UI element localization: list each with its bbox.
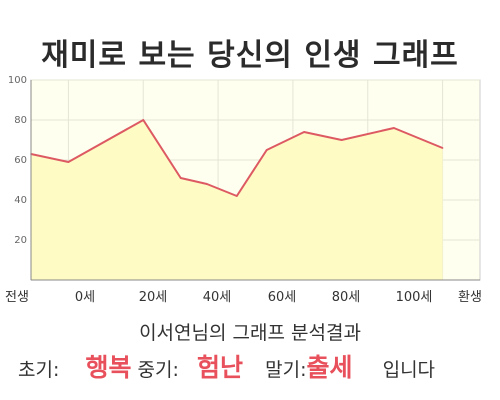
page-title: 재미로 보는 당신의 인생 그래프 — [41, 38, 459, 73]
x-tick-label: 0세 — [75, 290, 95, 305]
x-tick-label: 100세 — [396, 290, 433, 305]
chart-area — [30, 119, 444, 280]
x-tick-label: 40세 — [203, 290, 232, 305]
late-stage-value: 출세 — [306, 353, 353, 382]
y-tick-label: 100 — [8, 75, 27, 86]
analysis-subtitle: 이서연님의 그래프 분석결과 — [139, 322, 361, 344]
data-point — [393, 127, 395, 129]
x-tick-label: 80세 — [332, 290, 361, 305]
middle-stage-label: 중기: — [137, 359, 179, 381]
x-tick-label: 20세 — [139, 290, 168, 305]
x-tick-labels: 전생 0세 20세 40세 60세 80세 100세 환생 — [5, 290, 482, 305]
early-stage-value: 행복 — [85, 353, 132, 382]
y-tick-labels: 20 40 60 80 100 — [8, 75, 27, 246]
data-point — [142, 119, 145, 121]
early-stage-label: 초기: — [18, 359, 60, 381]
data-point — [441, 147, 444, 149]
x-tick-label: 전생 — [5, 290, 29, 305]
data-point — [303, 131, 305, 133]
data-point — [67, 161, 70, 163]
y-tick-label: 40 — [14, 195, 27, 206]
y-tick-label: 60 — [14, 155, 27, 166]
result-ending: 입니다 — [382, 359, 436, 381]
data-point — [206, 183, 208, 185]
middle-stage-value: 험난 — [197, 353, 244, 382]
analysis-result: 초기: 행복 중기: 험난 말기:출세 입니다 — [18, 348, 488, 384]
chart-axes — [30, 80, 480, 281]
y-tick-label: 80 — [14, 115, 27, 126]
data-point — [340, 139, 343, 141]
data-point — [235, 195, 238, 197]
data-point — [265, 149, 268, 151]
late-stage-label: 말기: — [265, 359, 307, 381]
data-point — [179, 177, 182, 179]
y-tick-label: 20 — [14, 235, 27, 246]
life-graph-chart: 20 40 60 80 100 전생 0세 20세 40세 60세 80세 100세 환생 — [5, 75, 482, 305]
x-tick-label: 60세 — [268, 290, 297, 305]
x-tick-label: 환생 — [458, 290, 482, 305]
series-area-fill — [31, 120, 443, 280]
